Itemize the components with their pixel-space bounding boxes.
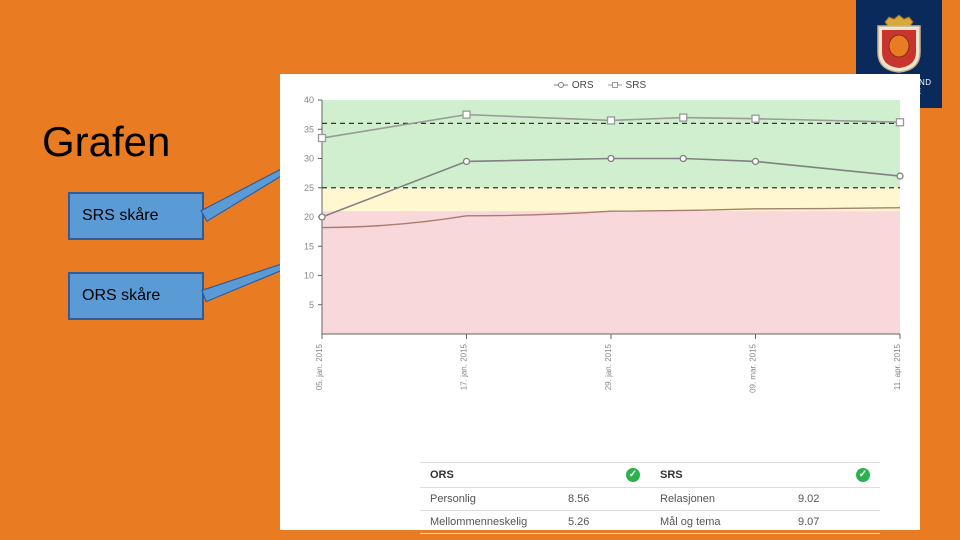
table-cell: 9.07 (788, 511, 880, 534)
sub-table: ORS ✓ SRS ✓ Personlig8.56Relasjonen9.02M… (420, 462, 880, 540)
table-cell: Sosialt (420, 534, 558, 540)
svg-text:17. jan. 2015: 17. jan. 2015 (460, 343, 469, 390)
svg-text:40: 40 (304, 95, 314, 105)
svg-text:5: 5 (309, 300, 314, 310)
page-title: Grafen (42, 118, 170, 166)
slide-root: KRISTIANSAND KOMMUNE Grafen SRS skåre OR… (0, 0, 960, 540)
svg-text:29. jan. 2015: 29. jan. 2015 (604, 343, 613, 390)
table-cell: 5.26 (558, 511, 650, 534)
chart-legend: ORS SRS (280, 76, 920, 94)
table-header-srs: SRS (650, 463, 788, 488)
svg-text:35: 35 (304, 124, 314, 134)
table-cell: 9.02 (788, 488, 880, 511)
callout-srs-label: SRS skåre (82, 207, 158, 225)
svg-text:30: 30 (304, 154, 314, 164)
legend-ors-label: ORS (572, 80, 594, 91)
svg-text:20: 20 (304, 212, 314, 222)
circle-icon (554, 81, 568, 89)
callout-ors-label: ORS skåre (82, 287, 160, 305)
table-cell: 7.11 (558, 534, 650, 540)
legend-srs-label: SRS (626, 80, 647, 91)
legend-srs: SRS (608, 80, 647, 91)
table-cell: Mellommenneskelig (420, 511, 558, 534)
svg-text:15: 15 (304, 241, 314, 251)
table-row: Mellommenneskelig5.26Mål og tema9.07 (420, 511, 880, 534)
shield-icon (872, 12, 926, 74)
table-header-ors: ORS (420, 463, 558, 488)
table-cell: Relasjonen (650, 488, 788, 511)
svg-text:09. mar. 2015: 09. mar. 2015 (749, 343, 758, 392)
table-cell: Tilnærming eller metode (650, 534, 788, 540)
callout-srs: SRS skåre (68, 192, 204, 240)
chart-panel: ORS SRS 5 10 15 20 25 30 35 40 05. jan. 2015 17. … (280, 74, 920, 530)
table-cell: Personlig (420, 488, 558, 511)
line-chart: 5 10 15 20 25 30 35 40 05. jan. 2015 17. jan. 201… (280, 94, 920, 444)
svg-text:25: 25 (304, 183, 314, 193)
svg-text:11. apr. 2015: 11. apr. 2015 (893, 343, 902, 390)
chart-plot: 51015202530354005. jan. 201517. jan. 201… (280, 94, 920, 374)
check-icon: ✓ (856, 468, 870, 482)
check-icon: ✓ (626, 468, 640, 482)
legend-ors: ORS (554, 80, 594, 91)
svg-text:05. jan. 2015: 05. jan. 2015 (315, 343, 324, 390)
callout-ors: ORS skåre (68, 272, 204, 320)
table-row: Sosialt7.11Tilnærming eller metode9.16 (420, 534, 880, 540)
square-icon (608, 81, 622, 89)
svg-text:10: 10 (304, 271, 314, 281)
table-cell: 9.16 (788, 534, 880, 540)
table-cell: Mål og tema (650, 511, 788, 534)
table-row: Personlig8.56Relasjonen9.02 (420, 488, 880, 511)
table-cell: 8.56 (558, 488, 650, 511)
